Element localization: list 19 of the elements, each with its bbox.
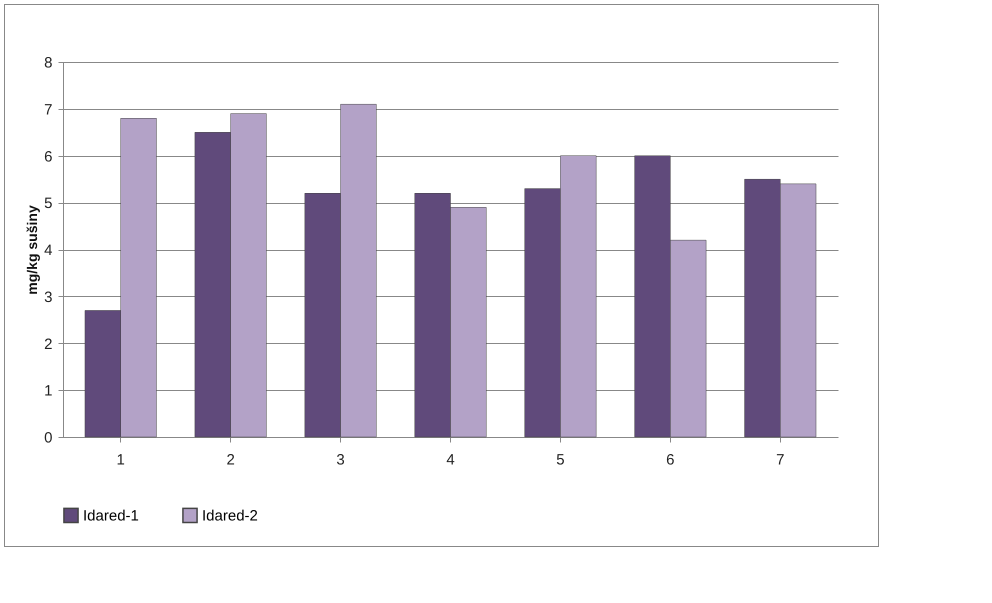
y-tick-label: 6 [44,148,52,166]
x-tick-label: 3 [336,452,345,468]
y-axis-title: mg/kg sušiny [24,205,40,295]
y-tick-label: 1 [44,382,52,400]
x-tick-label: 4 [446,452,455,468]
x-tick-label: 1 [116,452,125,468]
x-tick-label: 6 [666,452,675,468]
x-tick-label: 7 [776,452,784,468]
legend-label: Idared-1 [83,507,139,524]
y-tick-label: 3 [44,288,52,306]
legend-label: Idared-2 [202,507,258,524]
y-tick-label: 2 [44,336,52,353]
x-tick-label: 2 [226,452,235,468]
y-tick-label: 7 [44,101,52,118]
y-tick-label: 4 [44,242,52,259]
x-tick-label: 5 [556,452,565,468]
y-tick-label: 5 [44,195,52,212]
y-tick-label: 0 [44,430,52,446]
y-tick-label: 8 [44,54,52,72]
